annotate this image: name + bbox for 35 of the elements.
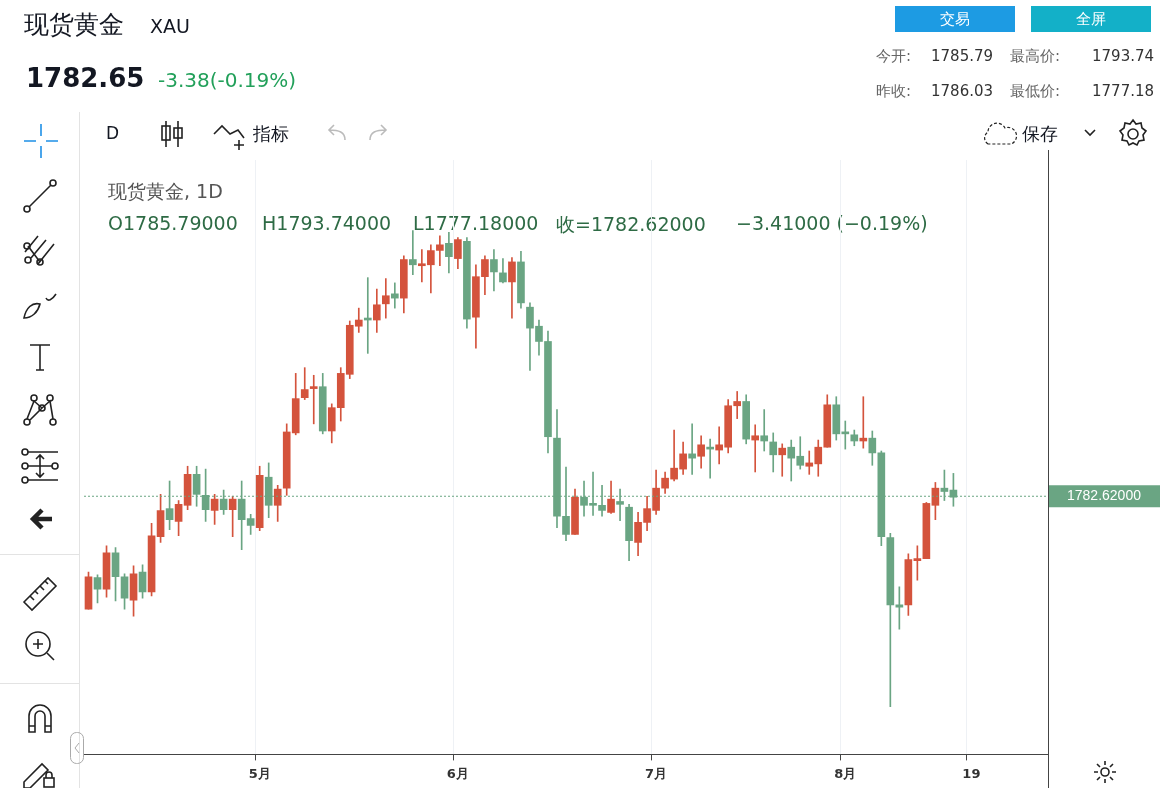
candlestick xyxy=(381,278,390,319)
annotation: 收=1782.62000 xyxy=(556,212,706,237)
text: 1785.79 xyxy=(931,47,994,65)
text: 最低价: xyxy=(1010,82,1061,101)
text: 现货黄金, 1D xyxy=(108,179,223,204)
text: 1786.03 xyxy=(931,82,994,100)
x-tick-label: 5月 xyxy=(248,765,271,781)
text: 交易 xyxy=(895,6,1015,32)
candlestick xyxy=(778,443,787,477)
text: 1782.62000 xyxy=(1067,487,1142,504)
text: 全屏 xyxy=(1031,6,1151,32)
annotation: O1785.79000 xyxy=(108,212,238,234)
annotation: L1777.18000 xyxy=(413,212,539,234)
text: 保存 xyxy=(1022,122,1058,146)
x-tick-label: 7月 xyxy=(645,765,668,781)
text: 1782.65 xyxy=(26,63,145,93)
text: 1793.74 xyxy=(1092,47,1155,65)
text: 今开: xyxy=(876,47,912,66)
text: 昨收: xyxy=(876,82,912,101)
x-tick-label: 6月 xyxy=(446,765,469,781)
text: 指标 xyxy=(253,122,289,146)
annotation: −3.41000 (−0.19%) xyxy=(736,212,928,234)
text: 最高价: xyxy=(1010,47,1061,66)
text: 1777.18 xyxy=(1092,82,1155,100)
x-tick-label: 19 xyxy=(962,765,981,781)
candlestick xyxy=(751,424,760,473)
text: D xyxy=(106,123,120,143)
x-tick-label: 8月 xyxy=(834,765,857,781)
candlestick xyxy=(309,374,318,425)
chart-title: 现货黄金 xyxy=(24,10,124,39)
candlestick xyxy=(409,230,417,276)
chart-subtitle: XAU xyxy=(150,15,190,37)
annotation: H1793.74000 xyxy=(262,212,392,234)
candlestick xyxy=(760,409,769,452)
text: -3.38(-0.19%) xyxy=(158,68,297,92)
